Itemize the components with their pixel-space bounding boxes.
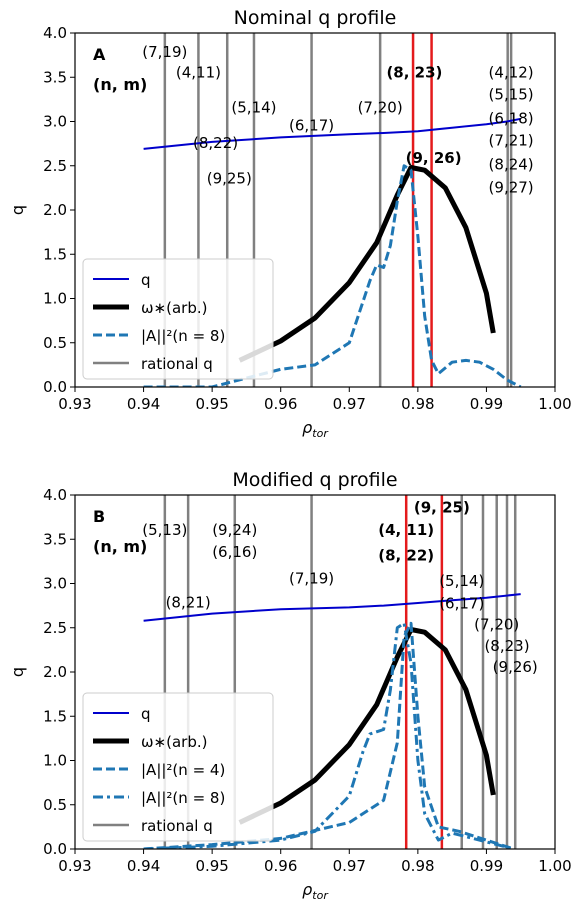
- annotation-label-9: (4,12): [489, 63, 534, 81]
- y-tick-label-1: 0.5: [43, 334, 67, 352]
- legend-label-4: rational q: [141, 817, 213, 835]
- series-line-1: [238, 627, 496, 825]
- annotation-label-14: (9,27): [489, 178, 534, 196]
- x-axis-label-symbol: ρ: [302, 418, 312, 437]
- x-tick-label-0: 0.93: [58, 857, 91, 875]
- annotation-label-11: (8,23): [484, 637, 529, 655]
- y-tick-label-5: 2.5: [43, 157, 67, 175]
- chart-panel-a: Nominal q profile (7,19) (4,11) (5,14) (6,17…: [8, 7, 572, 440]
- x-axis-label: ρtor: [302, 418, 329, 440]
- annotation-label-7: (8, 23): [386, 63, 442, 81]
- y-tick-label-8: 4.0: [43, 24, 67, 42]
- annotation-label-7: (8, 22): [378, 546, 434, 564]
- x-tick-label-5: 0.98: [401, 395, 434, 413]
- plot-area: [143, 33, 522, 387]
- annotation-label-3: (6,17): [289, 116, 334, 134]
- annotation-label-1: (9,24): [212, 521, 257, 539]
- annotation-label-11: (6,18): [489, 109, 534, 127]
- x-tick-label-2: 0.95: [195, 395, 228, 413]
- legend-label-3: rational q: [141, 355, 213, 373]
- annotation-label-8: (9, 26): [406, 149, 462, 167]
- series-line-0: [143, 117, 521, 150]
- x-axis-label-subscript: tor: [312, 889, 329, 902]
- legend-label-0: q: [141, 271, 151, 289]
- x-axis-label: ρtor: [302, 880, 329, 902]
- panel-label: B: [93, 507, 105, 526]
- annotation-label-4: (7,20): [358, 99, 403, 117]
- annotation-label-1: (4,11): [176, 63, 221, 81]
- legend: q ω∗(arb.) |A||²(n = 4) |A||²(n = 8) rationa…: [82, 692, 274, 842]
- x-tick-label-6: 0.99: [470, 857, 503, 875]
- series-line-3: [143, 621, 515, 849]
- nm-label: (n, m): [93, 75, 147, 94]
- legend-label-1: ω∗(arb.): [141, 299, 207, 317]
- y-tick-label-4: 2.0: [43, 201, 67, 219]
- chart-title: Nominal q profile: [234, 7, 397, 29]
- y-axis-label: q: [8, 667, 27, 677]
- series-line-2: [143, 164, 522, 387]
- annotation-label-9: (6,17): [439, 594, 484, 612]
- annotation-label-2: (6,16): [212, 543, 257, 561]
- legend-label-2: |A||²(n = 4): [141, 761, 225, 779]
- x-axis-label-symbol: ρ: [302, 880, 312, 899]
- annotation-label-8: (5,14): [439, 572, 484, 590]
- y-tick-label-1: 0.5: [43, 796, 67, 814]
- legend: q ω∗(arb.) |A||²(n = 8) rational q: [82, 258, 274, 380]
- nm-label: (n, m): [93, 537, 147, 556]
- annotation-label-2: (5,14): [231, 99, 276, 117]
- annotation-label-12: (7,21): [489, 131, 534, 149]
- y-tick-label-3: 1.5: [43, 707, 67, 725]
- annotation-label-10: (7,20): [474, 616, 519, 634]
- annotation-label-3: (8,21): [166, 593, 211, 611]
- x-tick-label-4: 0.97: [333, 395, 366, 413]
- y-axis-label: q: [8, 205, 27, 215]
- x-tick-label-7: 1.00: [538, 395, 571, 413]
- annotation-label-10: (5,15): [489, 85, 534, 103]
- x-tick-label-3: 0.96: [264, 395, 297, 413]
- series-line-0: [143, 593, 521, 622]
- legend-label-2: |A||²(n = 8): [141, 327, 225, 345]
- y-tick-label-6: 3.0: [43, 113, 67, 131]
- annotation-label-5: (9, 25): [414, 499, 470, 517]
- x-tick-label-2: 0.95: [195, 857, 228, 875]
- legend-label-3: |A||²(n = 8): [141, 789, 225, 807]
- y-tick-label-4: 2.0: [43, 663, 67, 681]
- x-tick-label-7: 1.00: [538, 857, 571, 875]
- legend-box: [82, 258, 274, 380]
- chart-panel-b: Modified q profile (5,13) (9,24) (6,16) (8,2…: [8, 469, 572, 902]
- y-tick-label-7: 3.5: [43, 530, 67, 548]
- annotation-label-12: (9,26): [493, 658, 538, 676]
- x-tick-label-1: 0.94: [127, 395, 160, 413]
- x-tick-label-1: 0.94: [127, 857, 160, 875]
- y-tick-label-8: 4.0: [43, 486, 67, 504]
- annotation-label-13: (8,24): [489, 155, 534, 173]
- annotation-label-6: (4, 11): [378, 521, 434, 539]
- annotation-label-6: (9,25): [207, 169, 252, 187]
- x-tick-label-6: 0.99: [470, 395, 503, 413]
- y-tick-label-0: 0.0: [43, 378, 67, 396]
- legend-label-1: ω∗(arb.): [141, 733, 207, 751]
- x-tick-label-3: 0.96: [264, 857, 297, 875]
- y-tick-label-6: 3.0: [43, 575, 67, 593]
- annotation-label-0: (5,13): [142, 521, 187, 539]
- x-tick-label-0: 0.93: [58, 395, 91, 413]
- y-tick-label-0: 0.0: [43, 840, 67, 858]
- series-line-1: [238, 165, 496, 363]
- y-tick-label-2: 1.0: [43, 290, 67, 308]
- x-tick-label-5: 0.98: [401, 857, 434, 875]
- annotation-label-4: (7,19): [289, 570, 334, 588]
- y-tick-label-3: 1.5: [43, 245, 67, 263]
- y-tick-label-5: 2.5: [43, 619, 67, 637]
- panel-label: A: [93, 45, 106, 64]
- x-axis-label-subscript: tor: [312, 427, 329, 440]
- y-tick-label-7: 3.5: [43, 68, 67, 86]
- annotation-label-0: (7,19): [142, 43, 187, 61]
- chart-title: Modified q profile: [232, 469, 397, 491]
- x-tick-label-4: 0.97: [333, 857, 366, 875]
- legend-box: [82, 692, 274, 842]
- legend-label-0: q: [141, 705, 151, 723]
- y-tick-label-2: 1.0: [43, 752, 67, 770]
- annotation-label-5: (8,22): [193, 134, 238, 152]
